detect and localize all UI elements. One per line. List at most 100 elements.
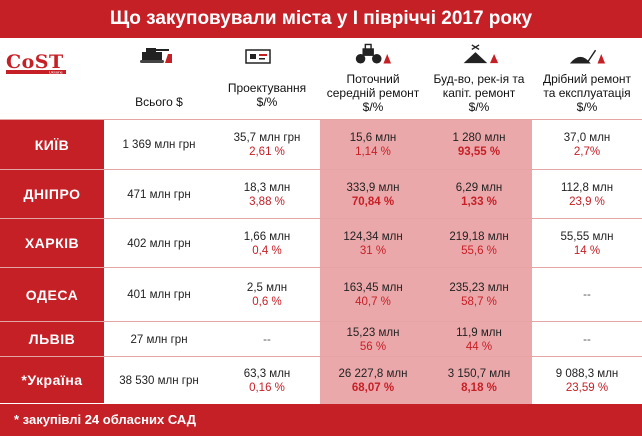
table-cell-current: 333,9 млн 70,84 % bbox=[320, 170, 426, 219]
table-cell-design: 63,3 млн 0,16 % bbox=[214, 357, 320, 404]
cost-logo-mark: CoST Ukraine bbox=[6, 51, 66, 75]
col-header-minor-sub: $/% bbox=[576, 100, 598, 114]
cell-value: 9 088,3 млн bbox=[555, 367, 619, 380]
col-header-construction-label2: капіт. ремонт bbox=[442, 86, 516, 100]
excavator-icon bbox=[460, 42, 500, 66]
city-label: ЛЬВІВ bbox=[0, 322, 104, 356]
table-cell-total: 27 млн грн bbox=[104, 322, 214, 357]
city-label: ДНІПРО bbox=[0, 170, 104, 218]
table-cell-current: 124,34 млн 31 % bbox=[320, 219, 426, 268]
cell-percent: 40,7 % bbox=[355, 296, 391, 308]
cell-value: 402 млн грн bbox=[127, 237, 191, 250]
cell-percent: 8,18 % bbox=[461, 381, 497, 394]
col-header-current-sub: $/% bbox=[362, 100, 384, 114]
cell-percent: 58,7 % bbox=[461, 296, 497, 308]
cell-percent: 23,9 % bbox=[569, 195, 605, 208]
row-separator bbox=[0, 218, 642, 219]
cell-percent: 56 % bbox=[359, 340, 387, 353]
cell-percent: 2,7% bbox=[573, 146, 601, 158]
cell-dash: -- bbox=[583, 333, 591, 346]
col-header-current-label2: середній ремонт bbox=[326, 86, 420, 100]
cell-percent: 23,59 % bbox=[565, 381, 609, 394]
col-header-minor: Дрібний ремонт та експлуатація $/% bbox=[532, 66, 642, 120]
cell-percent: 14 % bbox=[573, 244, 601, 257]
cell-value: 401 млн грн bbox=[127, 289, 191, 301]
table-cell-construction: 235,23 млн 58,7 % bbox=[426, 268, 532, 322]
cell-value: 219,18 млн bbox=[449, 230, 509, 243]
table-cell-design: 18,3 млн 3,88 % bbox=[214, 170, 320, 219]
page-title: Що закуповували міста у І півріччі 2017 … bbox=[0, 0, 642, 38]
col-header-design-label: Проектування bbox=[227, 81, 307, 95]
col-header-design: Проектування $/% bbox=[214, 66, 320, 120]
cell-percent: 3,88 % bbox=[249, 195, 285, 208]
col-header-current-label: Поточний bbox=[346, 72, 400, 86]
cell-percent: 44 % bbox=[465, 340, 493, 353]
table-cell-minor: 112,8 млн 23,9 % bbox=[532, 170, 642, 219]
table-cell-minor: -- bbox=[532, 322, 642, 357]
table-cell-current: 163,45 млн 40,7 % bbox=[320, 268, 426, 322]
tank-icon bbox=[137, 42, 177, 66]
cell-dash: -- bbox=[583, 289, 591, 301]
cell-percent: 1,14 % bbox=[355, 146, 391, 158]
table-cell-design: -- bbox=[214, 322, 320, 357]
table-cell-minor: -- bbox=[532, 268, 642, 322]
cell-value: 163,45 млн bbox=[343, 282, 403, 294]
cell-value: 26 227,8 млн bbox=[338, 367, 408, 380]
cell-value: 3 150,7 млн bbox=[447, 367, 511, 380]
table-cell-current: 15,23 млн 56 % bbox=[320, 322, 426, 357]
cell-value: 333,9 млн bbox=[346, 181, 400, 194]
city-label: ОДЕСА bbox=[0, 268, 104, 321]
table-cell-total: 471 млн грн bbox=[104, 170, 214, 219]
col-header-current: Поточний середній ремонт $/% bbox=[320, 66, 426, 120]
cell-value: 1 369 млн грн bbox=[122, 139, 196, 151]
cell-value: 15,6 млн bbox=[349, 132, 397, 144]
cell-value: 35,7 млн грн bbox=[233, 132, 301, 144]
row-separator bbox=[0, 267, 642, 268]
table-cell-minor: 37,0 млн 2,7% bbox=[532, 120, 642, 170]
table-cell-construction: 1 280 млн 93,55 % bbox=[426, 120, 532, 170]
table-cell-total: 401 млн грн bbox=[104, 268, 214, 322]
cell-value: 124,34 млн bbox=[343, 230, 403, 243]
table-cell-minor: 55,55 млн 14 % bbox=[532, 219, 642, 268]
table-cell-current: 26 227,8 млн 68,07 % bbox=[320, 357, 426, 404]
cost-logo: CoST Ukraine bbox=[5, 50, 69, 75]
table-cell-design: 2,5 млн 0,6 % bbox=[214, 268, 320, 322]
svg-text:CoST: CoST bbox=[6, 51, 64, 73]
cell-value: 63,3 млн bbox=[243, 367, 291, 380]
col-header-construction-label: Буд-во, рек-ія та bbox=[433, 72, 525, 86]
cell-percent: 31 % bbox=[359, 244, 387, 257]
table-cell-construction: 219,18 млн 55,6 % bbox=[426, 219, 532, 268]
col-header-minor-label2: та експлуатація bbox=[543, 86, 631, 100]
cell-percent: 0,16 % bbox=[249, 381, 285, 394]
plan-icon bbox=[239, 42, 279, 66]
cell-percent: 68,07 % bbox=[351, 381, 395, 394]
cell-percent: 0,4 % bbox=[252, 244, 282, 257]
col-header-total: Всього $ bbox=[104, 66, 214, 120]
col-header-total-label: Всього $ bbox=[135, 95, 183, 109]
cell-value: 1,66 млн bbox=[243, 230, 291, 243]
table-cell-total: 38 530 млн грн bbox=[104, 357, 214, 404]
col-header-minor-label: Дрібний ремонт bbox=[542, 72, 632, 86]
cell-percent: 93,55 % bbox=[457, 146, 501, 158]
city-label: ХАРКІВ bbox=[0, 219, 104, 267]
cell-dash: -- bbox=[263, 333, 271, 346]
table-cell-construction: 11,9 млн 44 % bbox=[426, 322, 532, 357]
pile-icon bbox=[567, 42, 607, 66]
cell-value: 6,29 млн bbox=[455, 181, 503, 194]
cell-value: 15,23 млн bbox=[346, 326, 400, 339]
header-separator bbox=[0, 119, 642, 120]
table-cell-total: 402 млн грн bbox=[104, 219, 214, 268]
cell-value: 38 530 млн грн bbox=[119, 374, 199, 387]
cell-value: 27 млн грн bbox=[130, 333, 188, 346]
city-label: *Україна bbox=[0, 357, 104, 403]
col-header-design-sub: $/% bbox=[256, 95, 278, 109]
cell-value: 2,5 млн bbox=[246, 282, 288, 294]
table-cell-design: 1,66 млн 0,4 % bbox=[214, 219, 320, 268]
table-cell-total: 1 369 млн грн bbox=[104, 120, 214, 170]
cell-value: 235,23 млн bbox=[449, 282, 509, 294]
table-cell-current: 15,6 млн 1,14 % bbox=[320, 120, 426, 170]
cell-value: 11,9 млн bbox=[456, 326, 502, 339]
footnote: * закупівлі 24 обласних САД bbox=[0, 404, 642, 436]
col-header-construction-sub: $/% bbox=[468, 100, 490, 114]
cell-percent: 2,61 % bbox=[249, 146, 285, 158]
